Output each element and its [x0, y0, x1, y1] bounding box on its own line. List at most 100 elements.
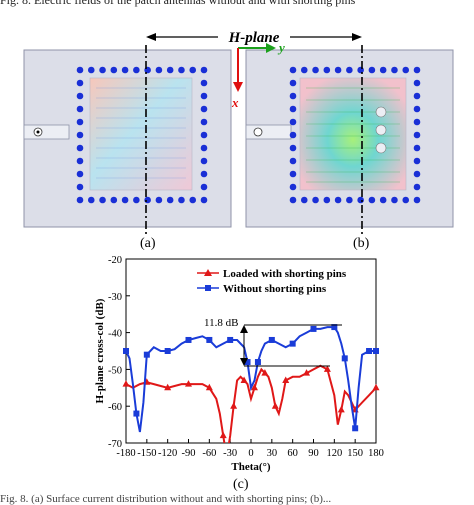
- legend-entry-loaded: Loaded with shorting pins: [223, 268, 347, 280]
- data-point-square: [164, 348, 171, 354]
- via-pin: [121, 196, 129, 204]
- via-pin: [312, 66, 319, 74]
- via-pin: [166, 196, 174, 204]
- data-point-square: [123, 348, 129, 354]
- via-pin: [413, 105, 421, 113]
- via-pin: [379, 66, 387, 74]
- via-pin: [413, 183, 421, 191]
- via-pin: [312, 196, 319, 204]
- x-tick-label: -150: [137, 448, 156, 459]
- via-pin: [76, 131, 84, 139]
- via-pin: [402, 66, 410, 74]
- via-pin: [289, 131, 297, 139]
- via-pin: [368, 66, 376, 74]
- via-pin: [76, 66, 84, 74]
- data-point-triangle: [282, 376, 290, 383]
- via-pin: [178, 196, 185, 204]
- via-pin: [200, 92, 208, 100]
- legend-marker-triangle: [204, 269, 212, 276]
- y-ticks: -20 -30 -40 -50 -60 -70: [108, 255, 130, 450]
- figure-caption-top: Fig. 8. Electric fields of the patch ant…: [0, 0, 356, 7]
- data-point-triangle: [219, 431, 227, 439]
- data-point-triangle: [205, 383, 213, 391]
- via-pin: [413, 118, 421, 126]
- data-point-triangle: [323, 365, 331, 372]
- via-pin: [110, 196, 118, 204]
- shorting-pin-3: [375, 142, 387, 154]
- via-pin: [346, 66, 353, 74]
- panel-a-field-streaks: [96, 87, 186, 179]
- x-tick-label: -180: [116, 448, 135, 459]
- via-pin: [189, 66, 197, 74]
- via-pin: [76, 79, 84, 87]
- h-plane-indicator: H-plane: [145, 30, 363, 234]
- via-pin: [357, 196, 364, 204]
- via-pin: [200, 183, 208, 191]
- data-point-square: [268, 336, 275, 343]
- x-tick-label: -120: [158, 448, 177, 459]
- x-tick-label: 120: [326, 448, 342, 459]
- via-pin: [76, 170, 84, 178]
- x-tick-label: 0: [248, 448, 253, 459]
- via-pin: [413, 196, 421, 204]
- via-pin: [76, 144, 84, 152]
- panel-a-antenna: [23, 49, 232, 228]
- via-pin: [300, 196, 308, 204]
- via-pin: [323, 196, 331, 204]
- via-pin: [289, 79, 297, 87]
- via-pin: [289, 118, 297, 126]
- y-axis-label: H-plane cross-col (dB): [94, 298, 106, 403]
- x-tick-label: -60: [202, 448, 216, 459]
- via-pin: [379, 196, 387, 204]
- coordinate-axes: y x: [231, 40, 285, 110]
- data-point-triangle: [271, 402, 279, 409]
- via-pin: [155, 196, 163, 204]
- via-pin: [413, 170, 421, 178]
- legend-entry-without: Without shorting pins: [223, 283, 327, 295]
- via-pin: [346, 196, 353, 204]
- data-point-triangle: [230, 402, 238, 409]
- via-pin: [133, 196, 140, 204]
- via-pin: [200, 79, 208, 87]
- via-pin: [200, 66, 208, 74]
- via-pin: [76, 92, 84, 100]
- via-pin: [289, 196, 297, 204]
- data-point-square: [310, 325, 317, 332]
- via-pin: [121, 66, 129, 74]
- y-tick-label: -70: [108, 439, 122, 450]
- via-pin: [413, 131, 421, 139]
- data-point-square: [341, 355, 348, 362]
- data-point-triangle: [164, 383, 172, 391]
- data-point-triangle: [122, 380, 130, 387]
- data-point-square: [143, 351, 150, 358]
- series-layer: [122, 324, 380, 443]
- via-pin: [189, 196, 197, 204]
- via-pin: [413, 157, 421, 165]
- x-axis-label: Theta(°): [231, 461, 271, 473]
- panel-a-pins: [76, 66, 208, 204]
- via-pin: [289, 66, 297, 74]
- h-plane-label: H-plane: [228, 30, 280, 46]
- data-point-triangle: [303, 369, 311, 376]
- shorting-pin-1: [375, 106, 387, 118]
- x-ticks: -180 -150 -120 -90 -60 -30 0 30 60 90 120 150 180: [116, 439, 384, 459]
- via-pin: [391, 196, 398, 204]
- data-point-square: [185, 336, 192, 343]
- x-tick-label: 30: [267, 448, 278, 459]
- y-tick-label: -20: [108, 255, 122, 266]
- axis-y-label: y: [277, 40, 285, 55]
- via-pin: [289, 170, 297, 178]
- data-point-square: [373, 348, 379, 354]
- via-pin: [289, 183, 297, 191]
- data-point-triangle: [250, 383, 258, 391]
- panel-b-label: (b): [353, 236, 370, 251]
- via-pin: [200, 144, 208, 152]
- x-tick-label: -90: [182, 448, 196, 459]
- legend-marker-square: [205, 285, 211, 291]
- via-pin: [413, 66, 421, 74]
- data-point-square: [331, 324, 338, 331]
- shorting-pin-2: [375, 124, 387, 136]
- via-pin: [200, 131, 208, 139]
- axis-x-label: x: [231, 95, 239, 110]
